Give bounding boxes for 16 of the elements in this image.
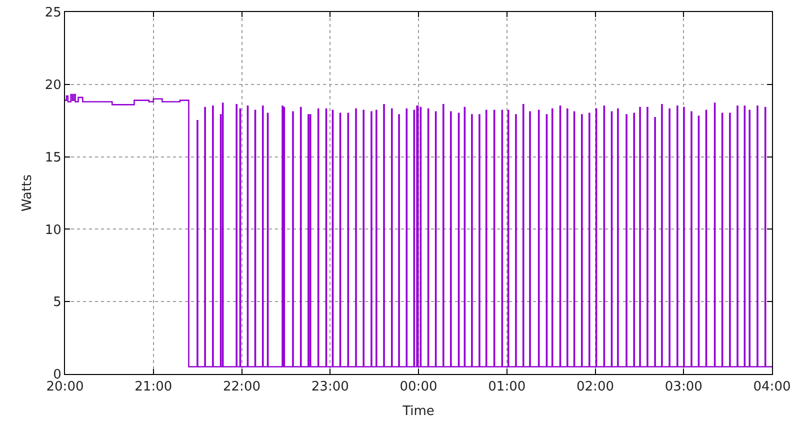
y-tick-label: 5: [53, 295, 62, 310]
y-tick-label: 10: [44, 222, 62, 238]
x-tick-label: 20:00: [46, 380, 84, 395]
x-tick-label: 04:00: [753, 380, 791, 395]
y-tick-label: 15: [44, 150, 62, 166]
x-tick-label: 23:00: [311, 380, 349, 395]
x-tick-label: 21:00: [134, 380, 172, 395]
x-tick-label: 01:00: [488, 380, 526, 395]
x-tick-label: 22:00: [223, 380, 260, 395]
x-tick-label: 00:00: [400, 380, 438, 395]
y-axis-title: Watts: [20, 174, 35, 212]
y-tick-label: 20: [44, 78, 62, 93]
x-tick-label: 02:00: [576, 380, 614, 395]
y-tick-label: 25: [44, 6, 62, 21]
x-tick-label: 03:00: [664, 380, 702, 395]
x-axis-title: Time: [402, 404, 434, 420]
